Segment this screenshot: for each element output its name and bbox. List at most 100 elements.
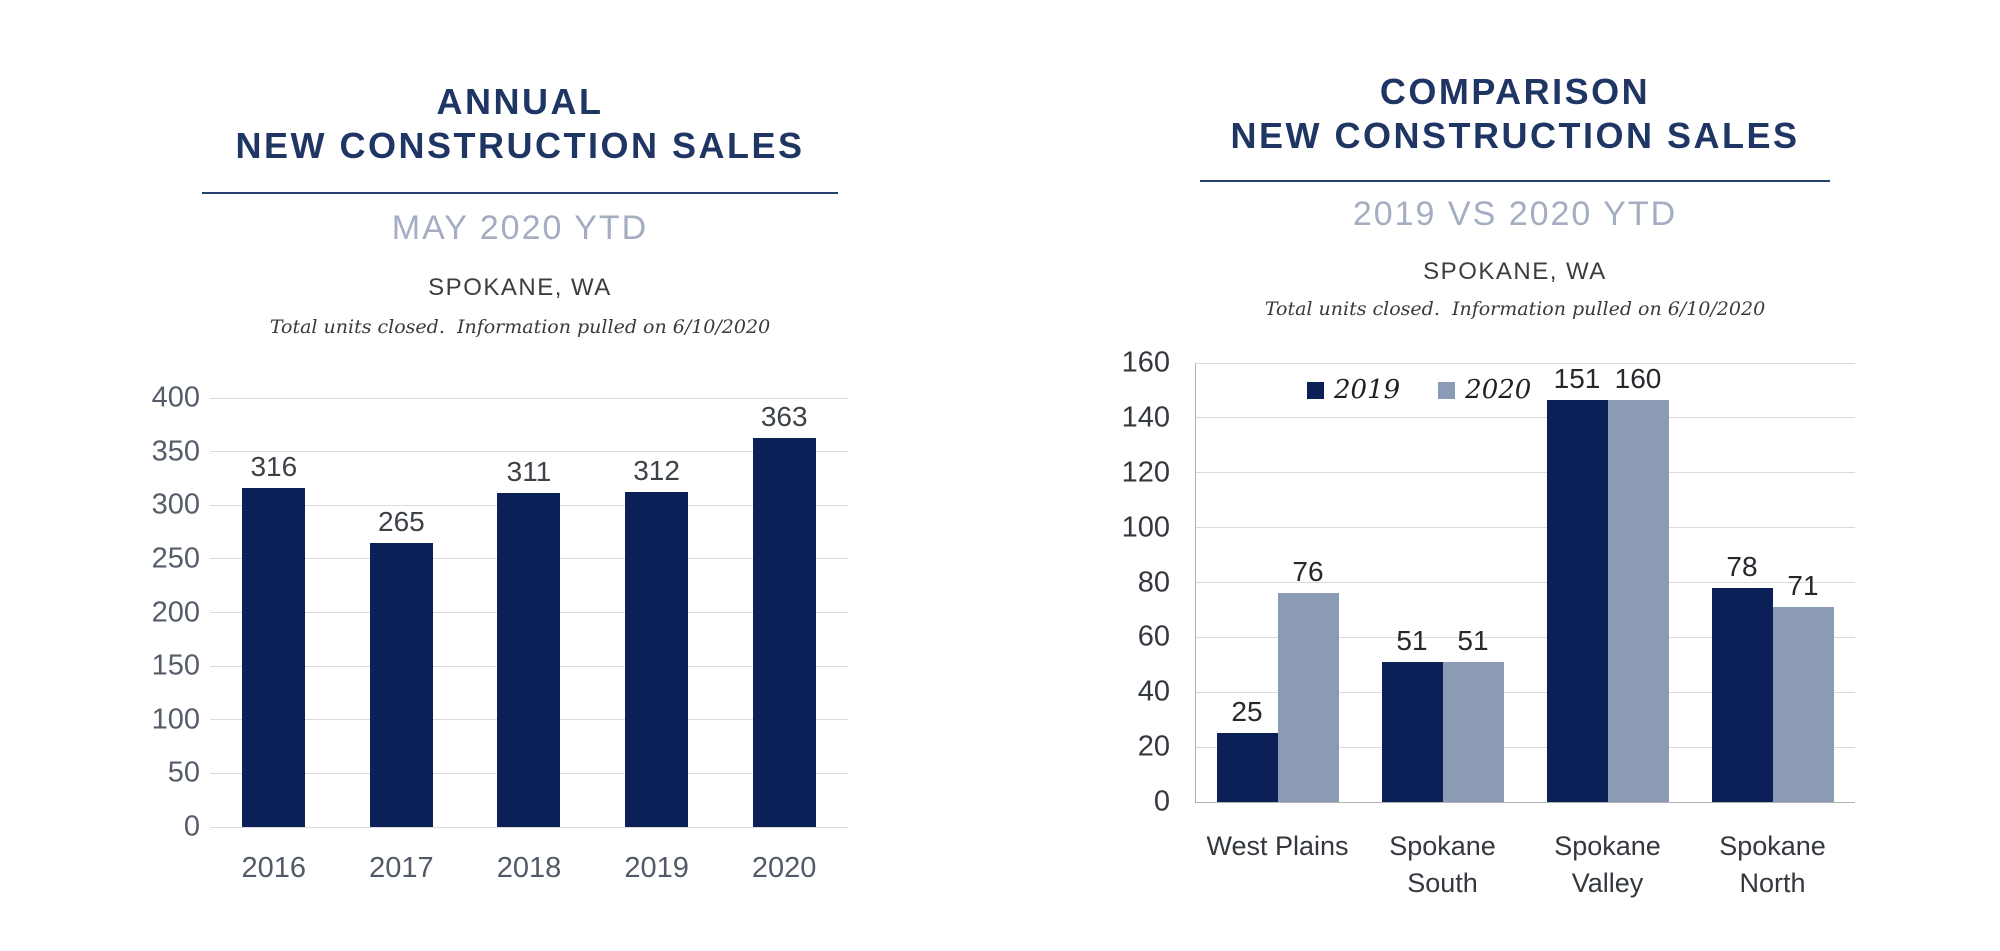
annual-chart-note: Total units closed. Information pulled o… xyxy=(269,316,771,338)
bar-value-label: 71 xyxy=(1787,570,1819,602)
gridline-40 xyxy=(1195,691,1855,693)
bar-column: 78 xyxy=(1711,363,1773,802)
legend-item-2020: 2020 xyxy=(1438,377,1531,403)
bar-group-1: 316 xyxy=(210,398,338,827)
bar-column: 312 xyxy=(625,398,689,827)
y-axis-tick-160: 160 xyxy=(1121,346,1170,379)
gridline-120 xyxy=(1195,472,1855,474)
bar-2019 xyxy=(1546,400,1608,802)
bar-value-label: 76 xyxy=(1292,556,1324,588)
bar-2020 xyxy=(1442,662,1504,802)
bar-2019 xyxy=(1381,662,1443,802)
y-axis-tick-80: 80 xyxy=(1137,566,1170,598)
bar-column: 51 xyxy=(1381,363,1443,802)
bar-2020 xyxy=(1607,400,1669,802)
x-axis-label: 2017 xyxy=(369,852,434,884)
gridline-140 xyxy=(1195,417,1855,419)
bar-column: 265 xyxy=(369,398,433,827)
gridline-0 xyxy=(210,826,848,828)
gridline-80 xyxy=(1195,582,1855,583)
comparison-chart-title-line2: NEW CONSTRUCTION SALES xyxy=(1230,115,1800,156)
y-axis-tick-60: 60 xyxy=(1137,620,1170,653)
comparison-chart-note: Total units closed. Information pulled o… xyxy=(1264,298,1766,320)
bar-column: 316 xyxy=(242,398,306,827)
comparison-chart-header: COMPARISON NEW CONSTRUCTION SALES 2019 V… xyxy=(1145,70,1885,320)
legend-label-2020: 2020 xyxy=(1465,375,1532,405)
bar-value-label: 51 xyxy=(1396,625,1428,657)
x-axis-label: Spokane North xyxy=(1719,831,1826,898)
bar-group-4: 78 71 xyxy=(1690,363,1855,802)
bar-group-3: 151 160 xyxy=(1525,363,1690,802)
bar-value-label: 78 xyxy=(1726,551,1758,582)
title-underline xyxy=(1200,180,1830,182)
gridline-100 xyxy=(1195,527,1855,529)
y-axis-tick-140: 140 xyxy=(1121,401,1170,434)
bar-group-1: 25 76 xyxy=(1195,363,1360,802)
bar xyxy=(625,492,689,827)
bar-2020 xyxy=(1277,593,1339,802)
annual-chart-title-line2: NEW CONSTRUCTION SALES xyxy=(235,125,805,166)
annual-chart-title-line1: ANNUAL xyxy=(436,81,604,122)
bar-2020 xyxy=(1772,607,1834,802)
chart-legend: 2019 2020 xyxy=(1307,377,1531,403)
x-axis-label: Spokane Valley xyxy=(1554,831,1661,898)
bar-column: 71 xyxy=(1772,363,1834,802)
bar-2019 xyxy=(1216,733,1278,802)
bar-group-2: 51 51 xyxy=(1360,363,1525,802)
bar-value-label: 265 xyxy=(378,505,425,537)
y-axis-tick-0: 0 xyxy=(1153,785,1170,818)
gridline-160 xyxy=(1195,362,1855,364)
title-underline xyxy=(202,192,838,194)
x-axis-label: 2020 xyxy=(751,852,817,884)
bar-group-4: 312 xyxy=(593,398,721,827)
comparison-chart-location: SPOKANE, WA xyxy=(1423,258,1607,285)
annual-chart-header: ANNUAL NEW CONSTRUCTION SALES MAY 2020 Y… xyxy=(150,80,890,338)
bar-group-3: 311 xyxy=(465,398,593,827)
gridline-400 xyxy=(210,397,848,399)
x-axis-label: Spokane South xyxy=(1389,831,1496,898)
bar-column: 160 xyxy=(1607,363,1669,802)
y-axis-line xyxy=(1195,363,1196,802)
bar-value-label: 312 xyxy=(633,455,680,487)
comparison-chart-title-line1: COMPARISON xyxy=(1379,71,1651,112)
bar xyxy=(497,493,561,827)
bar-group-5: 363 xyxy=(720,398,848,827)
gridline-350 xyxy=(210,451,848,453)
gridline-20 xyxy=(1195,746,1855,748)
x-axis-label: 2016 xyxy=(241,852,307,884)
bar-group-2: 265 xyxy=(338,398,466,827)
y-axis-tick-100: 100 xyxy=(1121,511,1170,544)
y-axis-tick-40: 40 xyxy=(1137,675,1170,708)
bar-row: 316 265 311 312 363 xyxy=(210,398,848,827)
bar-2019 xyxy=(1711,588,1773,802)
comparison-bar-chart-plot: 0 20 40 60 80 100 120 140 160 25 76 51 51 151 160 78 71 W… xyxy=(1122,347,1855,898)
bar-column: 311 xyxy=(497,398,561,827)
bar-column: 25 xyxy=(1216,363,1278,802)
bar-value-label: 25 xyxy=(1231,696,1263,728)
annual-chart-location: SPOKANE, WA xyxy=(428,274,612,301)
bar-value-label: 160 xyxy=(1614,363,1662,394)
comparison-chart-subtitle: 2019 VS 2020 YTD xyxy=(1352,195,1678,233)
bar xyxy=(242,488,306,827)
x-axis-label: 2018 xyxy=(496,852,562,884)
annual-chart-subtitle: MAY 2020 YTD xyxy=(391,209,649,247)
x-axis-labels: 2016 2017 2018 2019 2020 xyxy=(210,851,848,921)
legend-label-2019: 2019 xyxy=(1334,375,1401,405)
gridline-0 xyxy=(1195,801,1855,803)
y-axis-tick-400: 400 xyxy=(151,381,200,414)
bar-column: 76 xyxy=(1277,363,1339,802)
x-axis-label: 2019 xyxy=(624,852,689,884)
y-axis-tick-120: 120 xyxy=(1121,456,1170,489)
legend-item-2019: 2019 xyxy=(1307,377,1400,403)
legend-swatch-2020 xyxy=(1438,381,1456,399)
bar xyxy=(752,437,816,827)
x-axis-label: West Plains xyxy=(1206,831,1349,861)
bar-column: 51 xyxy=(1442,363,1504,802)
y-axis-tick-150: 150 xyxy=(151,649,200,682)
bar-column: 363 xyxy=(752,398,816,827)
bar-value-label: 316 xyxy=(250,451,298,483)
y-axis-tick-50: 50 xyxy=(167,756,200,789)
gridline-60 xyxy=(1195,636,1855,638)
y-axis-tick-250: 250 xyxy=(151,542,200,575)
